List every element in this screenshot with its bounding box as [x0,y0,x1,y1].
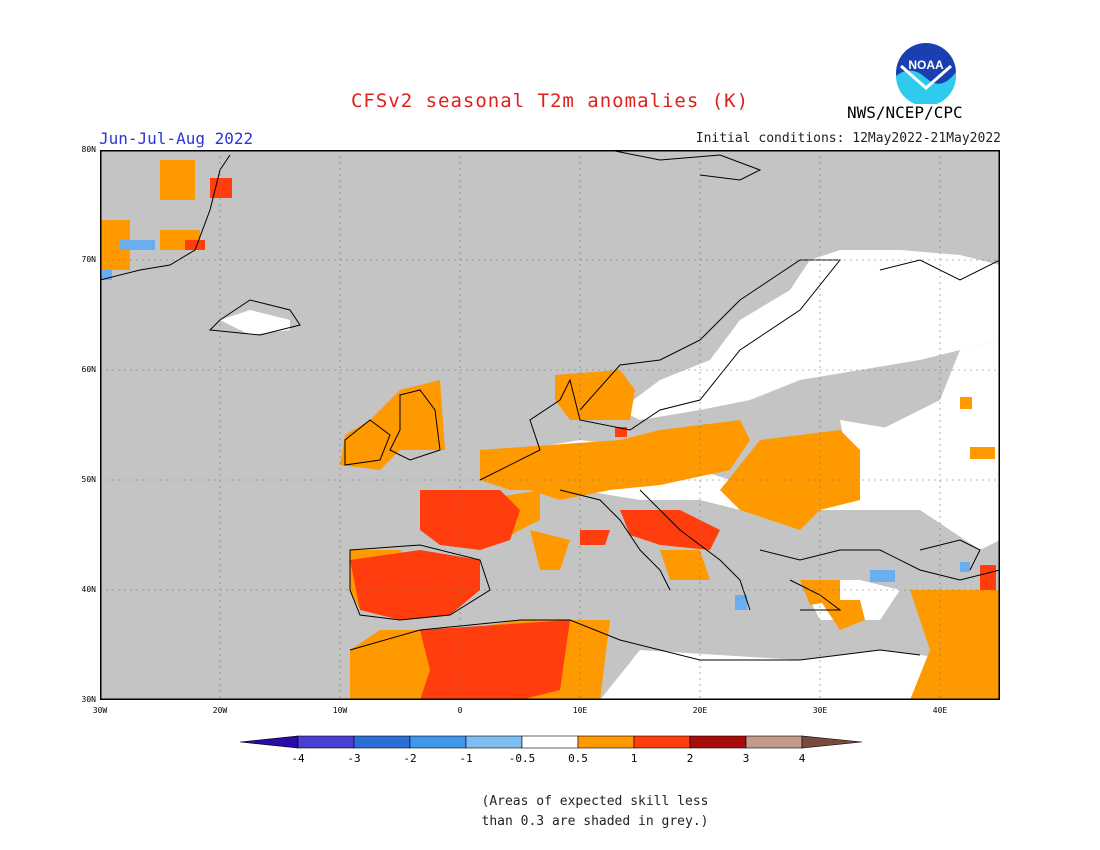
lon-label: 20E [692,706,708,715]
colorbar-segment [353,735,411,749]
map-title: CFSv2 seasonal T2m anomalies (K) [350,90,750,112]
colorbar-segment [745,735,803,749]
lat-label: 60N [81,365,96,374]
colorbar-segment [465,735,523,749]
season-label: Jun-Jul-Aug 2022 [99,129,254,148]
map-frame [100,150,1000,700]
skill-note-line: (Areas of expected skill less [481,794,709,809]
lat-label: 40N [81,585,96,594]
lon-label: 10E [572,706,588,715]
graticule [100,150,1000,700]
agency-label: NWS/NCEP/CPC [847,103,963,122]
colorbar-label: 3 [742,752,750,765]
colorbar-segment [577,735,635,749]
colorbar-label: -2 [403,752,417,765]
skill-note: (Areas of expected skill less than 0.3 a… [0,792,1100,832]
colorbar-segment [689,735,747,749]
anomaly-map [99,149,1001,704]
colorbar-segment [521,735,579,749]
initial-conditions-label: Initial conditions: 12May2022-21May2022 [695,131,1001,146]
lat-label: 70N [81,255,96,264]
noaa-logo: NOAA [895,42,957,108]
noaa-logo-text: NOAA [908,58,944,72]
lon-label: 30E [812,706,828,715]
lat-label: 50N [81,475,96,484]
colorbar-label: -0.5 [508,752,536,765]
map-canvas [99,149,1001,700]
colorbar-label: -3 [347,752,361,765]
colorbar-label: 2 [686,752,694,765]
colorbar-label: 1 [630,752,638,765]
lon-label: 0 [457,706,463,715]
strong-warm-anomaly-areas [185,178,996,700]
colorbar-low-arrow [239,735,299,749]
skill-note-line: than 0.3 are shaded in grey.) [481,814,709,829]
colorbar-label: 0.5 [568,752,588,765]
lat-label: 80N [81,145,96,154]
colorbar-label: -1 [459,752,473,765]
colorbar-segment [297,735,355,749]
coastlines [99,149,1001,661]
colorbar-label: 4 [798,752,806,765]
colorbar-label: -4 [291,752,305,765]
lon-label: 30W [92,706,108,715]
colorbar-segment [409,735,467,749]
colorbar-segment [633,735,691,749]
lon-label: 10W [332,706,348,715]
colorbar-high-arrow [801,735,863,749]
lon-label: 40E [932,706,948,715]
lon-label: 20W [212,706,228,715]
cool-anomaly-areas [100,240,970,610]
colorbar [239,734,863,754]
lat-label: 30N [81,695,96,704]
